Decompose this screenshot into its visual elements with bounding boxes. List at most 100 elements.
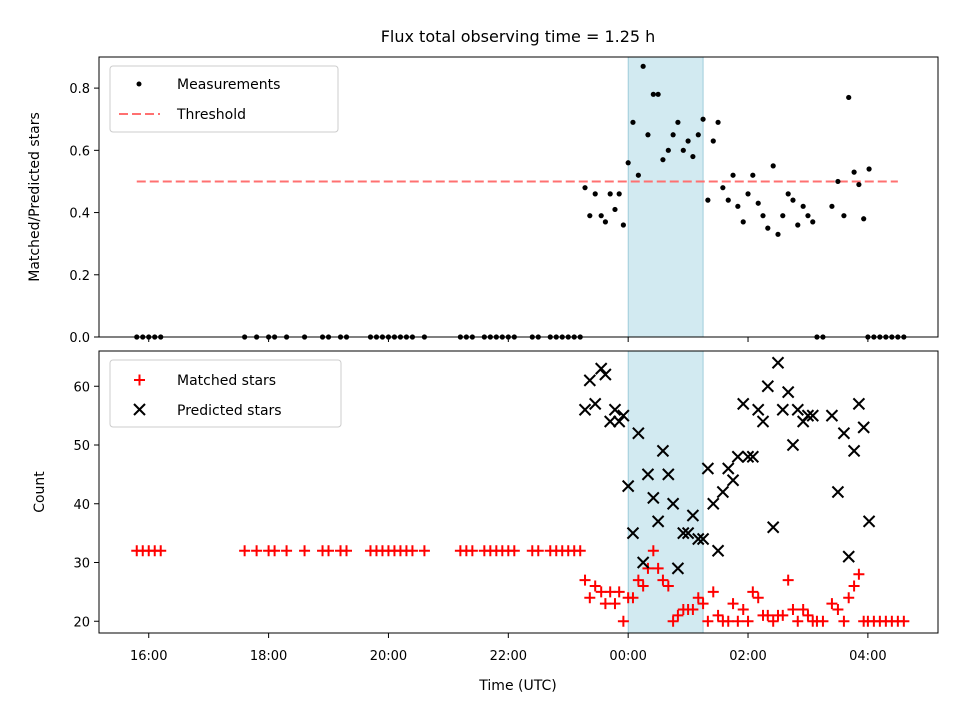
observing-window-band-bottom (627, 350, 704, 634)
matched-stars-point (792, 615, 804, 627)
measurement-point (705, 197, 711, 203)
measurement-point (770, 163, 776, 169)
matched-stars-point (667, 615, 679, 627)
ratio-legend: Measurements Threshold (109, 65, 339, 133)
matched-stars-point (853, 568, 865, 580)
predicted-stars-point (603, 415, 617, 428)
matched-stars-point (251, 545, 263, 557)
measurement-point (620, 222, 626, 228)
predicted-stars-point (696, 532, 710, 546)
matched-stars-point (406, 545, 418, 557)
measurement-point (675, 119, 681, 125)
predicted-stars-point (726, 474, 740, 487)
measurement-point (685, 138, 691, 144)
predicted-stars-point (722, 462, 735, 475)
matched-stars-point (767, 615, 779, 627)
predicted-stars-point (761, 380, 775, 393)
predicted-stars-point (662, 468, 675, 481)
measurement-point (602, 219, 608, 225)
ratio-legend-box (109, 65, 339, 133)
matched-stars-point (532, 545, 544, 557)
observing-window-band-top (627, 56, 704, 338)
matched-stars-point (838, 615, 850, 627)
predicted-stars-point (831, 485, 845, 499)
count-y-tick-label: 40 (73, 498, 90, 513)
predicted-stars-point (612, 415, 626, 428)
measurement-point (829, 203, 835, 209)
matched-stars-point (647, 545, 659, 557)
matched-stars-point (752, 592, 764, 604)
predicted-stars-point (801, 409, 815, 422)
measurement-point (710, 138, 716, 144)
measurement-point (835, 178, 841, 185)
matched-stars-point (579, 574, 591, 586)
matched-stars-point (697, 598, 709, 610)
predicted-stars-point (599, 368, 612, 381)
matched-stars-point (418, 545, 430, 557)
measurement-point (866, 166, 872, 172)
predicted-legend-label: Predicted stars (177, 403, 282, 419)
predicted-stars-point (692, 532, 705, 546)
predicted-stars-point (621, 479, 635, 493)
ratio-y-tick-label: 0.6 (69, 144, 90, 159)
matched-stars-point (269, 545, 281, 557)
predicted-stars-point (671, 562, 685, 575)
measurement-point (730, 172, 736, 178)
predicted-stars-point (806, 409, 819, 422)
measurement-point (720, 185, 726, 191)
measurement-point (750, 172, 756, 178)
measurement-point (841, 213, 847, 219)
predicted-stars-point (641, 468, 655, 481)
measurement-point (790, 197, 796, 203)
matched-stars-point (777, 609, 789, 621)
ratio-y-axis-label: Matched/Predicted stars (27, 112, 43, 282)
matched-stars-point (747, 586, 759, 598)
matched-stars-point (584, 592, 596, 604)
count-panel: 20 30 40 50 60 16:00 18:00 20:00 22:00 00:00 02:0… (32, 350, 939, 694)
predicted-stars-point (825, 409, 839, 422)
measurement-point (665, 147, 671, 153)
predicted-stars-point (632, 427, 645, 440)
time-x-axis-label: Time (UTC) (478, 678, 556, 694)
measurement-point (810, 219, 816, 225)
measurement-point (775, 231, 781, 237)
measurement-point (640, 63, 646, 69)
matched-stars-point (323, 545, 335, 557)
predicted-stars-point (711, 544, 725, 557)
measurement-point (755, 200, 761, 206)
predicted-stars-point (716, 485, 730, 499)
matched-stars-point (637, 580, 649, 592)
predicted-stars-point (741, 450, 755, 463)
matched-legend-marker (134, 374, 145, 386)
predicted-stars-point (681, 526, 695, 540)
time-x-tick-label: 18:00 (250, 649, 287, 664)
predicted-stars-point (589, 397, 602, 411)
count-y-tick-label: 50 (73, 439, 90, 454)
measurement-point (690, 153, 696, 160)
count-legend-box (109, 359, 342, 428)
matched-stars-point (702, 615, 714, 627)
measurement-point (745, 191, 751, 197)
matched-stars-point (802, 609, 814, 621)
matched-stars-point (466, 545, 478, 557)
matched-stars-point (589, 580, 601, 592)
predicted-stars-point (578, 403, 592, 416)
ratio-panel-frame (98, 56, 939, 338)
measurement-point (592, 191, 598, 197)
predicted-stars-point (756, 415, 770, 428)
matched-stars-point (787, 604, 799, 615)
count-y-axis-label: Count (32, 471, 48, 513)
predicted-stars-point (781, 385, 795, 399)
matched-stars-point (737, 604, 749, 615)
measurement-point (655, 91, 661, 97)
measurements-legend-label: Measurements (177, 77, 280, 93)
matched-stars-point (341, 545, 353, 557)
time-x-tick-label: 20:00 (370, 649, 407, 664)
predicted-stars-point (594, 362, 608, 375)
matched-stars-point (742, 615, 754, 627)
matched-stars-point (609, 598, 621, 610)
predicted-stars-point (786, 438, 800, 452)
matched-stars-point (692, 592, 704, 604)
predicted-stars-point (746, 450, 760, 463)
measurement-point (598, 213, 604, 219)
